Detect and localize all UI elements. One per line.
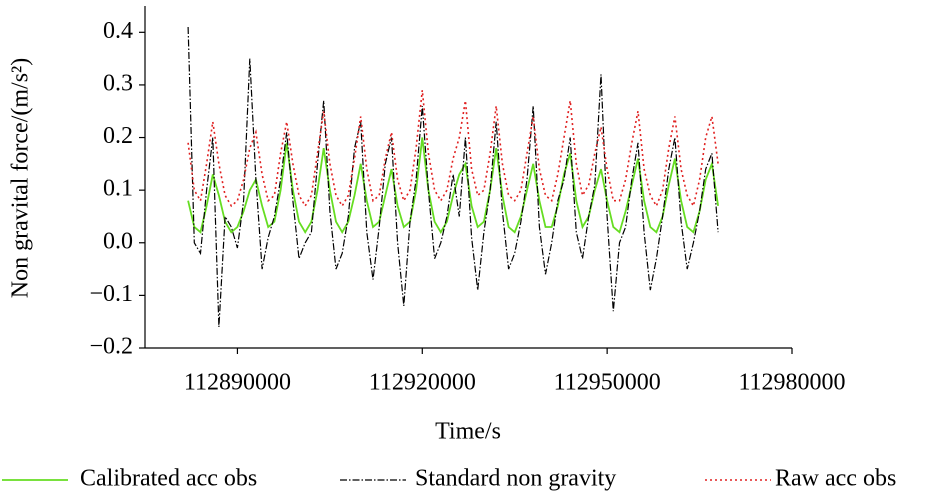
data-line <box>187 90 719 209</box>
x-tick-label: 112980000 <box>738 370 845 396</box>
y-tick-label: 0.1 <box>103 176 133 202</box>
y-tick-label: 0.3 <box>103 70 133 96</box>
y-tick-label: 0.2 <box>103 123 133 149</box>
legend-label: Calibrated acc obs <box>80 466 257 492</box>
y-axis-label: Non gravital force/(m/s²) <box>8 58 34 298</box>
y-tick-label: 0.4 <box>103 18 133 44</box>
x-axis-label: Time/s <box>435 419 501 445</box>
legend-label: Raw acc obs <box>775 466 896 492</box>
y-tick-label: −0.2 <box>89 334 133 360</box>
x-tick-label: 112920000 <box>369 370 476 396</box>
legend-label: Standard non gravity <box>415 466 616 492</box>
x-tick-label: 112890000 <box>184 370 291 396</box>
y-tick-label: −0.1 <box>89 281 133 307</box>
data-line <box>187 26 719 328</box>
y-tick-label: 0.0 <box>103 228 133 254</box>
x-tick-label: 112950000 <box>554 370 661 396</box>
